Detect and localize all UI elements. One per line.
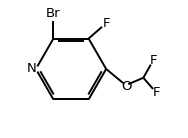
Text: F: F	[150, 54, 157, 67]
Text: F: F	[153, 86, 161, 99]
Text: F: F	[103, 17, 110, 30]
Text: O: O	[121, 80, 132, 93]
Text: Br: Br	[46, 7, 61, 20]
Text: N: N	[27, 63, 37, 75]
